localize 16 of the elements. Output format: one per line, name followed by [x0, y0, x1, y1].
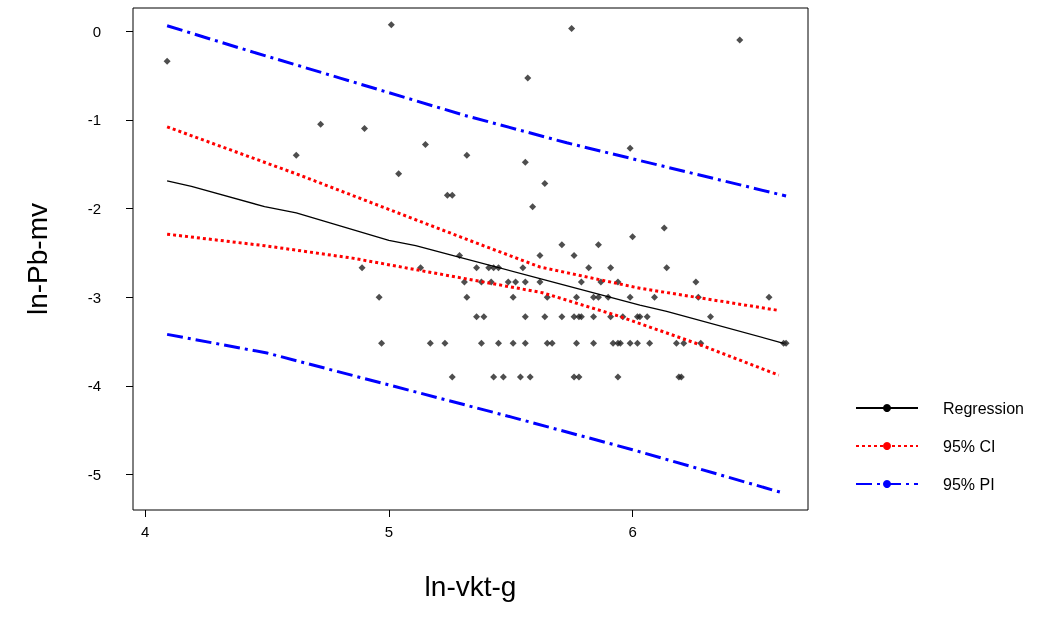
legend-label: Regression — [943, 399, 1024, 417]
y-tick-label: -5 — [87, 466, 101, 484]
y-tick-label: -3 — [87, 288, 101, 306]
y-tick-label: -1 — [87, 111, 101, 129]
y-axis-title: ln-Pb-mv — [21, 202, 53, 316]
y-tick-label: -4 — [87, 377, 101, 395]
line-series — [165, 232, 781, 377]
y-tick-label: -2 — [87, 199, 101, 217]
x-tick-label: 4 — [141, 523, 150, 540]
legend-label: 95% PI — [943, 475, 995, 493]
line-series — [165, 24, 788, 198]
x-axis-title: ln-vkt-g — [424, 570, 517, 602]
y-tick-label: 0 — [92, 22, 101, 40]
legend-label: 95% CI — [943, 437, 996, 455]
x-tick-label: 6 — [628, 523, 637, 540]
x-tick-label: 5 — [384, 523, 394, 540]
